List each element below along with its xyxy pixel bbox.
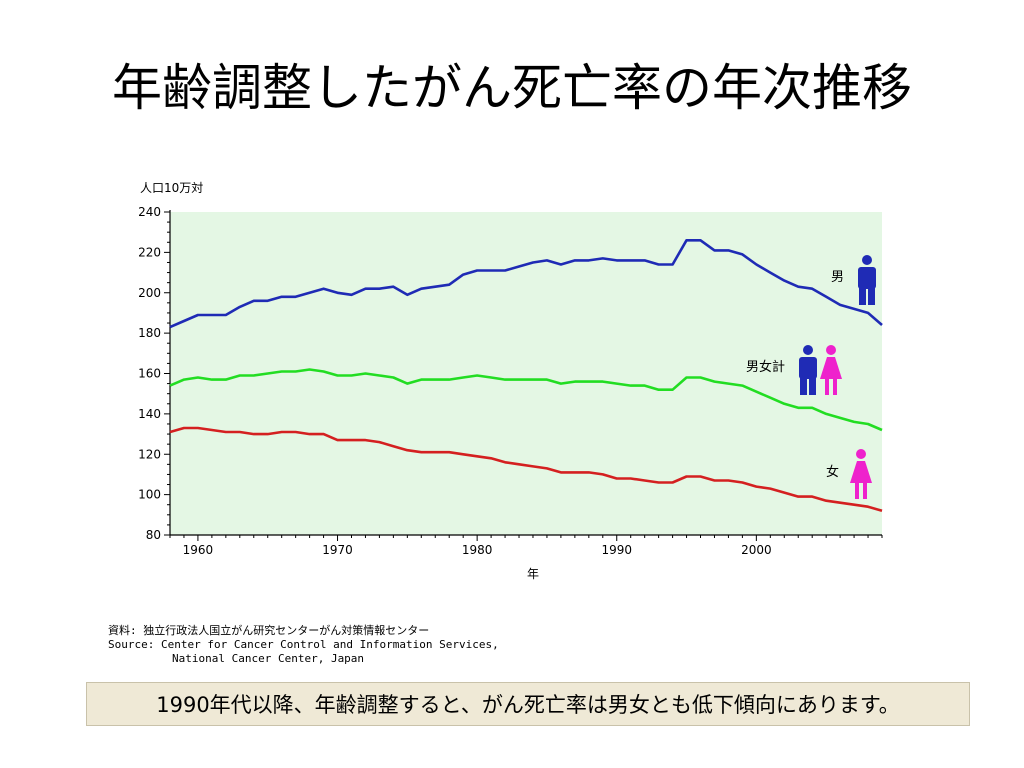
- icon-leg: [855, 483, 859, 499]
- chart-container: 80 100 120 140 160 180 200 220 240 1960 1970 1980 19…: [118, 170, 908, 600]
- icon-torso: [799, 357, 817, 379]
- x-tick-label: 1990: [601, 543, 632, 557]
- y-tick-label: 80: [146, 528, 161, 542]
- male-figure-icon: [858, 255, 876, 305]
- legend-label-male: 男: [831, 270, 844, 285]
- y-tick-label: 140: [138, 407, 161, 421]
- legend-label-total: 男女計: [746, 359, 785, 375]
- line-chart: 80 100 120 140 160 180 200 220 240 1960 1970 1980 19…: [138, 181, 883, 581]
- icon-head: [803, 345, 813, 355]
- icon-head: [826, 345, 836, 355]
- icon-leg: [800, 375, 807, 395]
- x-tick-label: 1980: [462, 543, 493, 557]
- x-axis-label: 年: [527, 567, 539, 581]
- y-tick-label: 180: [138, 326, 161, 340]
- x-tick-label: 2000: [741, 543, 772, 557]
- summary-note-text: 1990年代以降、年齢調整すると、がん死亡率は男女とも低下傾向にあります。: [156, 693, 900, 717]
- series-line-male: [169, 239, 883, 329]
- icon-leg: [833, 379, 837, 395]
- icon-torso: [858, 267, 876, 289]
- y-axis-label: 人口10万対: [140, 181, 203, 195]
- y-tick-label: 120: [138, 447, 161, 461]
- icon-head: [862, 255, 872, 265]
- summary-note: 1990年代以降、年齢調整すると、がん死亡率は男女とも低下傾向にあります。: [86, 682, 970, 726]
- icon-head: [856, 449, 866, 459]
- source-note: 資料: 独立行政法人国立がん研究センターがん対策情報センター Source: C…: [108, 624, 499, 666]
- male-female-figures-icon: [799, 345, 842, 395]
- icon-leg: [825, 379, 829, 395]
- icon-dress: [850, 461, 872, 483]
- female-figure-icon: [820, 345, 842, 395]
- icon-leg: [868, 285, 875, 305]
- y-tick-label: 100: [138, 488, 161, 502]
- y-tick-label: 220: [138, 245, 161, 259]
- y-tick-label: 160: [138, 367, 161, 381]
- icon-leg: [859, 285, 866, 305]
- y-tick-label: 240: [138, 205, 161, 219]
- slide-title: 年齢調整したがん死亡率の年次推移: [112, 59, 912, 117]
- male-figure-icon: [799, 345, 817, 395]
- legend-label-female: 女: [826, 464, 839, 480]
- icon-leg: [809, 375, 816, 395]
- source-line-en-2: National Cancer Center, Japan: [172, 652, 365, 665]
- icon-dress: [820, 357, 842, 379]
- female-figure-icon: [850, 449, 872, 499]
- series-line-total: [169, 368, 883, 432]
- x-tick-label: 1960: [183, 543, 214, 557]
- source-line-ja: 資料: 独立行政法人国立がん研究センターがん対策情報センター: [108, 624, 430, 637]
- series-line-female: [169, 426, 883, 513]
- source-line-en: Source: Center for Cancer Control and In…: [108, 638, 499, 651]
- x-tick-label: 1970: [322, 543, 353, 557]
- y-tick-label: 200: [138, 286, 161, 300]
- icon-leg: [863, 483, 867, 499]
